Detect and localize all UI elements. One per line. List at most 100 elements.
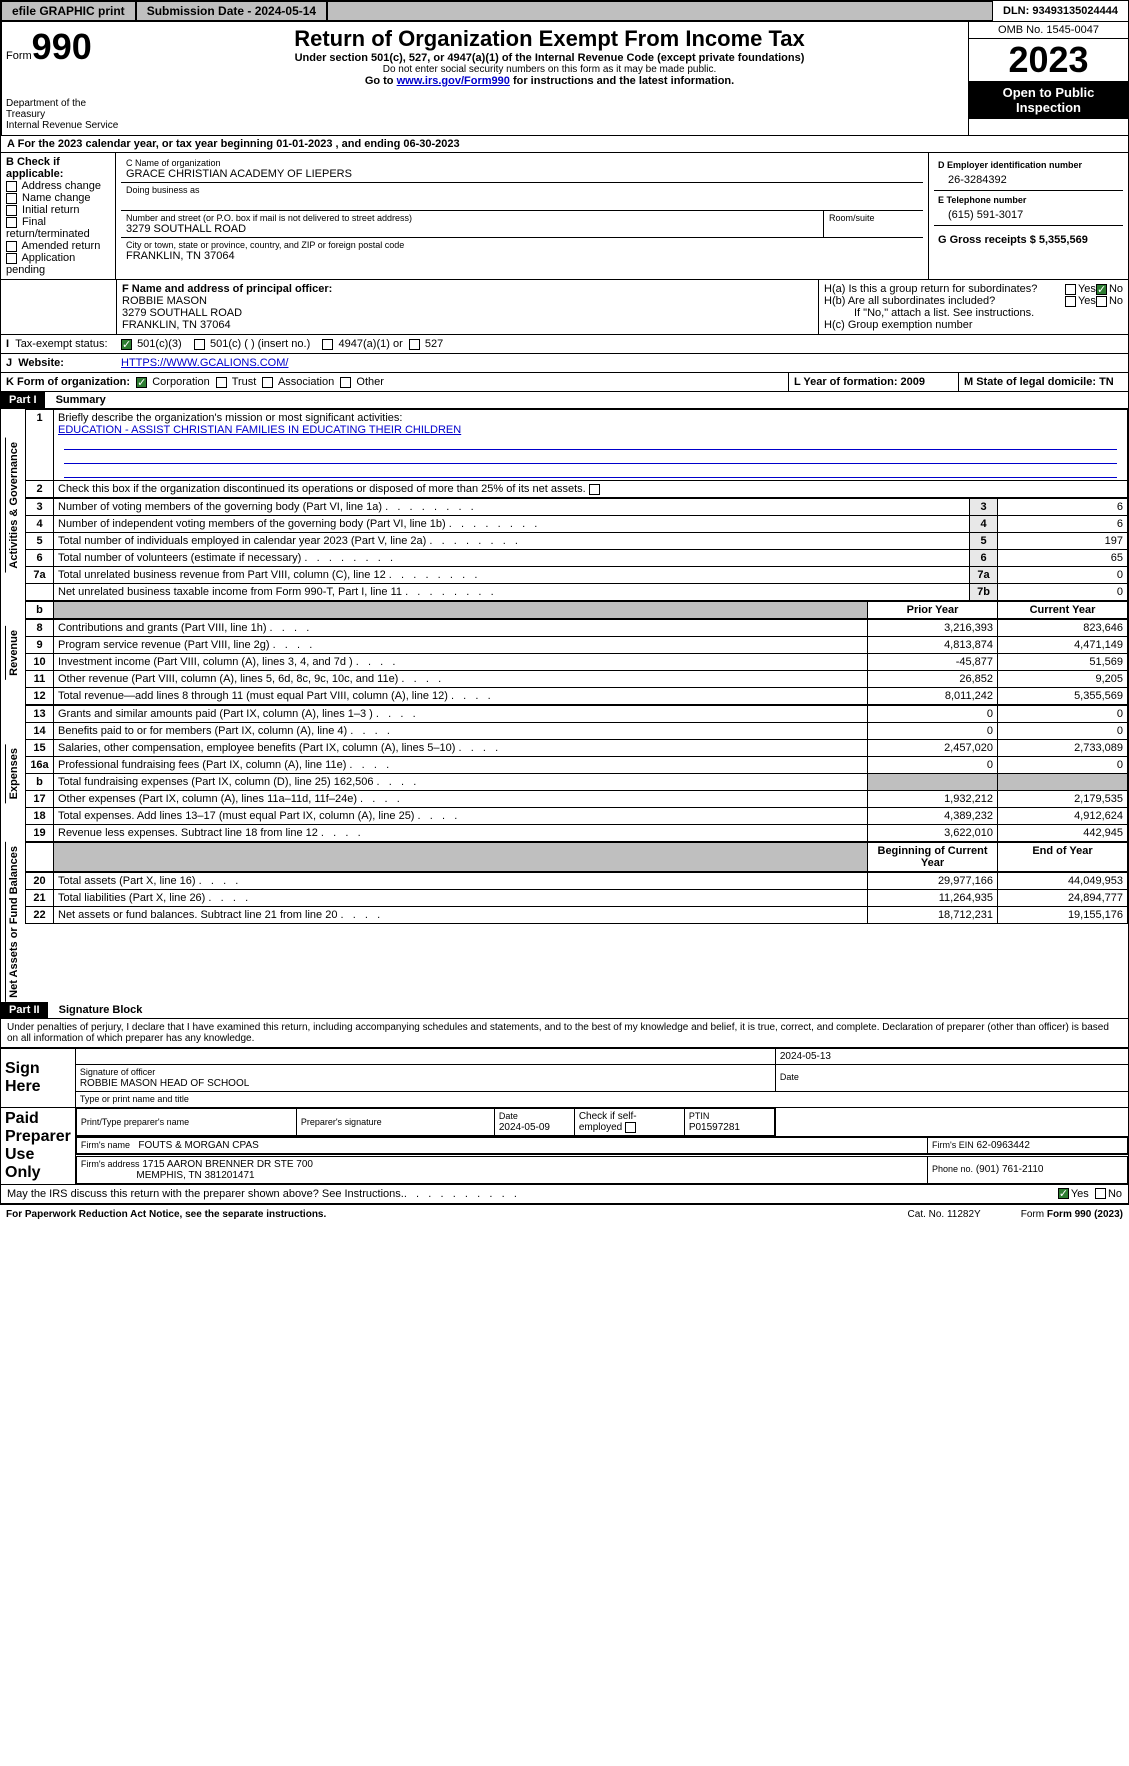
firm-phone: (901) 761-2110 [976,1164,1044,1175]
c-name-label: C Name of organization [126,158,918,168]
table-row: 7aTotal unrelated business revenue from … [26,567,1128,584]
boxb-opt: Address change [6,180,110,192]
discuss-yes[interactable] [1058,1188,1069,1199]
section-revenue: Revenue bPrior YearCurrent Year 8Contrib… [0,601,1129,705]
city: FRANKLIN, TN 37064 [126,250,918,262]
footer: For Paperwork Reduction Act Notice, see … [0,1204,1129,1224]
dln: DLN: 93493135024444 [993,3,1128,19]
side-gov: Activities & Governance [5,438,22,573]
i-527[interactable] [409,339,420,350]
table-row: 13Grants and similar amounts paid (Part … [26,706,1128,723]
tax-year: 2023 [969,39,1128,81]
org-name: GRACE CHRISTIAN ACADEMY OF LIEPERS [126,168,918,180]
box-b-title: B Check if applicable: [6,156,110,180]
table-row: 5Total number of individuals employed in… [26,533,1128,550]
officer-addr1: 3279 SOUTHALL ROAD [122,307,813,319]
paid-preparer: Paid Preparer Use Only [1,1107,76,1184]
omb: OMB No. 1545-0047 [969,22,1128,39]
boxb-opt: Amended return [6,240,110,252]
row-j: J Website: HTTPS://WWW.GCALIONS.COM/ [0,354,1129,373]
table-row: 8Contributions and grants (Part VIII, li… [26,620,1128,637]
form-title: Return of Organization Exempt From Incom… [135,26,964,52]
side-exp: Expenses [5,744,22,803]
form-number: 990 [32,26,92,67]
phone: (615) 591-3017 [938,205,1119,221]
ha: H(a) Is this a group return for subordin… [824,283,1065,295]
g-label: G Gross receipts $ 5,355,569 [938,234,1088,246]
form-label: Form [6,50,32,62]
row-a: A For the 2023 calendar year, or tax yea… [0,136,1129,153]
ssn-note: Do not enter social security numbers on … [135,64,964,75]
table-row: bTotal fundraising expenses (Part IX, co… [26,774,1128,791]
firm-name: FOUTS & MORGAN CPAS [138,1140,258,1151]
section-governance: Activities & Governance 1 Briefly descri… [0,409,1129,601]
k-corp[interactable] [136,377,147,388]
row-klm: K Form of organization: Corporation Trus… [0,373,1129,392]
table-row: 14Benefits paid to or for members (Part … [26,723,1128,740]
table-row: 19Revenue less expenses. Subtract line 1… [26,825,1128,842]
subtitle: Under section 501(c), 527, or 4947(a)(1)… [135,52,964,64]
firm-ein: 62-0963442 [977,1140,1030,1151]
i-501c[interactable] [194,339,205,350]
k-other[interactable] [340,377,351,388]
officer-name: ROBBIE MASON [122,295,813,307]
table-row: 20Total assets (Part X, line 16) . . . .… [26,873,1128,890]
street-addr: 3279 SOUTHALL ROAD [126,223,818,235]
ha-no[interactable] [1096,284,1107,295]
hb-no[interactable] [1096,296,1107,307]
table-row: 16aProfessional fundraising fees (Part I… [26,757,1128,774]
irs-link[interactable]: www.irs.gov/Form990 [397,75,510,87]
f-label: F Name and address of principal officer: [122,283,332,295]
officer-addr2: FRANKLIN, TN 37064 [122,319,813,331]
block-fh: F Name and address of principal officer:… [0,280,1129,335]
firm-addr2: MEMPHIS, TN 381201471 [136,1170,254,1181]
table-row: 17Other expenses (Part IX, column (A), l… [26,791,1128,808]
table-row: 3Number of voting members of the governi… [26,499,1128,516]
table-row: 6Total number of volunteers (estimate if… [26,550,1128,567]
signature-table: Sign Here 2024-05-13 Signature of office… [0,1048,1129,1185]
q2-check[interactable] [589,484,600,495]
ein: 26-3284392 [938,170,1119,186]
city-label: City or town, state or province, country… [126,240,918,250]
hc: H(c) Group exemption number [824,319,1123,331]
hb-note: If "No," attach a list. See instructions… [824,307,1123,319]
section-expenses: Expenses 13Grants and similar amounts pa… [0,705,1129,842]
self-emp-check[interactable] [625,1122,636,1133]
e-label: E Telephone number [938,195,1119,205]
d-label: D Employer identification number [938,160,1119,170]
table-row: 11Other revenue (Part VIII, column (A), … [26,671,1128,688]
table-row: 18Total expenses. Add lines 13–17 (must … [26,808,1128,825]
website-link[interactable]: HTTPS://WWW.GCALIONS.COM/ [121,357,288,369]
room-label: Room/suite [829,213,918,223]
k-assoc[interactable] [262,377,273,388]
i-501c3[interactable] [121,339,132,350]
top-toolbar: efile GRAPHIC print Submission Date - 20… [0,0,1129,22]
k-trust[interactable] [216,377,227,388]
sig-declaration: Under penalties of perjury, I declare th… [0,1019,1129,1048]
i-4947[interactable] [322,339,333,350]
table-row: Net unrelated business taxable income fr… [26,584,1128,601]
table-row: 21Total liabilities (Part X, line 26) . … [26,890,1128,907]
sign-here: Sign Here [1,1048,76,1107]
boxb-opt: Final return/terminated [6,216,110,240]
hb-yes[interactable] [1065,296,1076,307]
section-netassets: Net Assets or Fund Balances Beginning of… [0,842,1129,1002]
boxb-opt: Application pending [6,252,110,276]
efile-button[interactable]: efile GRAPHIC print [1,1,136,21]
table-row: 9Program service revenue (Part VIII, lin… [26,637,1128,654]
row-i: I Tax-exempt status: 501(c)(3) 501(c) ( … [0,335,1129,354]
form-header: Form990 Department of the Treasury Inter… [0,22,1129,136]
row-l: L Year of formation: 2009 [794,376,925,388]
open-inspection: Open to Public Inspection [969,81,1128,119]
table-row: 12Total revenue—add lines 8 through 11 (… [26,688,1128,705]
ha-yes[interactable] [1065,284,1076,295]
table-row: 4Number of independent voting members of… [26,516,1128,533]
officer-sig: ROBBIE MASON HEAD OF SCHOOL [80,1078,249,1089]
irs: Internal Revenue Service [6,120,127,131]
side-rev: Revenue [5,626,22,680]
submission-date: Submission Date - 2024-05-14 [136,1,327,21]
block-bcdefg: B Check if applicable: Address change Na… [0,153,1129,280]
dba-label: Doing business as [126,185,918,195]
discuss-no[interactable] [1095,1188,1106,1199]
table-row: 22Net assets or fund balances. Subtract … [26,907,1128,924]
